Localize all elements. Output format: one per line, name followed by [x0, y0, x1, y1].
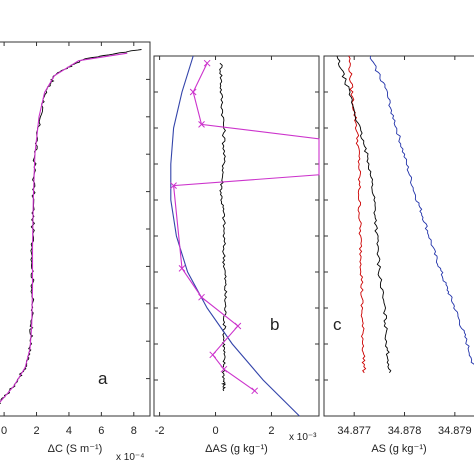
x-axis-label: AS (g kg⁻¹)	[371, 443, 426, 455]
x-tick-label: 0	[212, 425, 218, 437]
panel-b: -2 0 2 b ΔAS (g kg⁻¹) x 10⁻³	[153, 55, 320, 455]
data-point-marker	[203, 59, 211, 67]
x-tick-label: 2	[33, 425, 39, 437]
panel-b-series-0	[219, 62, 228, 392]
data-point-marker	[220, 365, 228, 373]
panel-c-series-0	[348, 55, 367, 374]
x-tick-label: 0	[1, 425, 7, 437]
panel-b-series-2	[172, 62, 320, 392]
panel-c-series-2	[369, 55, 474, 365]
x-axis-multiplier: x 10⁻³	[289, 432, 317, 443]
panel-a-frame	[0, 41, 151, 417]
data-point-marker	[189, 88, 197, 96]
data-point-marker	[198, 121, 205, 128]
panel-label: a	[98, 369, 108, 388]
data-point-marker	[178, 265, 186, 272]
data-point-marker	[170, 182, 177, 189]
panel-c-series-1	[336, 55, 392, 374]
data-point-marker	[209, 351, 217, 359]
panel-label: b	[270, 315, 279, 334]
panel-c-frame	[323, 55, 474, 417]
x-tick-label: 2	[268, 425, 274, 437]
panel-label: c	[333, 315, 342, 334]
x-tick-label: 8	[131, 425, 137, 437]
x-tick-label: -2	[155, 425, 165, 437]
x-tick-label: 4	[66, 425, 72, 437]
data-point-marker	[198, 293, 205, 301]
panel-a: 0 2 4 6 8 a ΔC (S m⁻¹) x 10⁻⁴	[0, 41, 151, 463]
x-tick-label: 6	[98, 425, 104, 437]
x-axis-label: ΔAS (g kg⁻¹)	[205, 443, 268, 455]
x-tick-label: 34.878	[388, 425, 422, 437]
x-tick-label: 34.879	[438, 425, 472, 437]
x-tick-label: 34.877	[337, 425, 371, 437]
x-axis-label: ΔC (S m⁻¹)	[48, 443, 103, 455]
panel-a-series-0	[0, 49, 142, 405]
panel-a-series-1	[0, 52, 128, 403]
data-point-marker	[251, 387, 259, 395]
panel-b-series-1	[170, 55, 300, 417]
x-axis-multiplier: x 10⁻⁴	[116, 452, 144, 463]
data-point-marker	[234, 322, 242, 330]
